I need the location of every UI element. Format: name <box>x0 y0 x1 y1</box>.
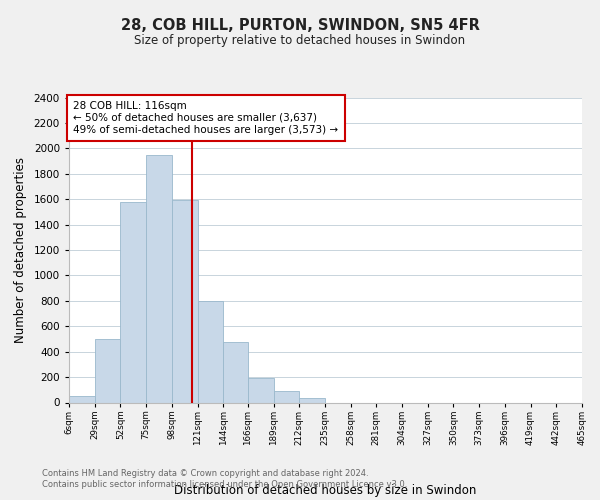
Bar <box>299 398 325 402</box>
Text: 28 COB HILL: 116sqm
← 50% of detached houses are smaller (3,637)
49% of semi-det: 28 COB HILL: 116sqm ← 50% of detached ho… <box>73 102 338 134</box>
Bar <box>197 301 223 402</box>
Bar <box>69 396 95 402</box>
Text: 28, COB HILL, PURTON, SWINDON, SN5 4FR: 28, COB HILL, PURTON, SWINDON, SN5 4FR <box>121 18 479 32</box>
Bar <box>146 154 172 402</box>
X-axis label: Distribution of detached houses by size in Swindon: Distribution of detached houses by size … <box>175 484 476 497</box>
Bar <box>121 202 146 402</box>
Bar <box>95 339 121 402</box>
Bar <box>274 391 299 402</box>
Text: Contains HM Land Registry data © Crown copyright and database right 2024.: Contains HM Land Registry data © Crown c… <box>42 468 368 477</box>
Bar <box>248 378 274 402</box>
Y-axis label: Number of detached properties: Number of detached properties <box>14 157 27 343</box>
Bar <box>223 342 248 402</box>
Text: Size of property relative to detached houses in Swindon: Size of property relative to detached ho… <box>134 34 466 47</box>
Text: Contains public sector information licensed under the Open Government Licence v3: Contains public sector information licen… <box>42 480 407 489</box>
Bar <box>172 200 197 402</box>
